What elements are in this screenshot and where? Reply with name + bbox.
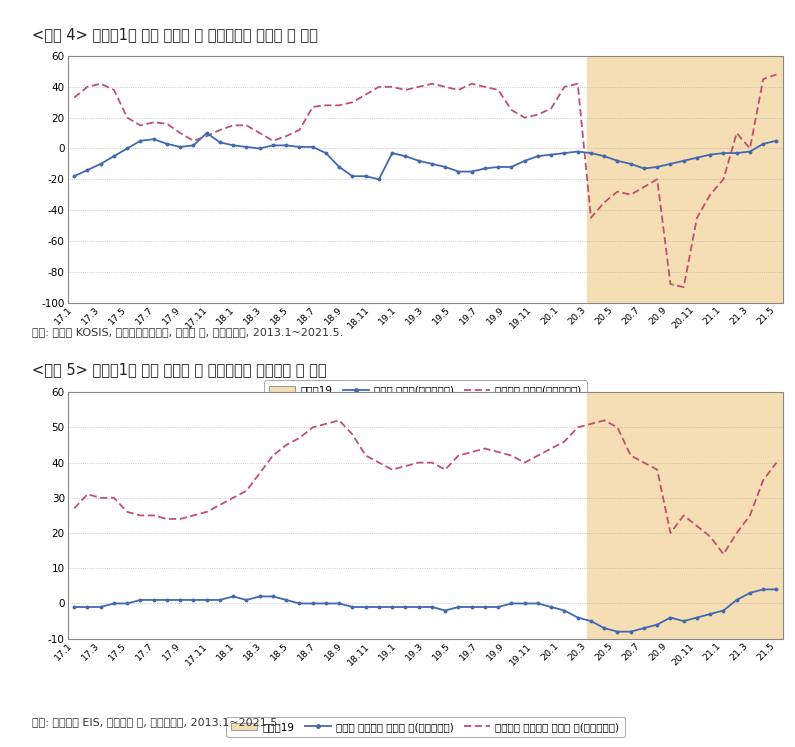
Text: 자료: 고용보험 EIS, 피보험자 수, 전년동월비, 2013.1~2021.5.: 자료: 고용보험 EIS, 피보험자 수, 전년동월비, 2013.1~2021… (32, 717, 281, 727)
Text: <그림 4> 코로놘1로 인한 제조업 및 서비스업의 취업자 수 변화: <그림 4> 코로놘1로 인한 제조업 및 서비스업의 취업자 수 변화 (32, 28, 318, 43)
Text: <그림 5> 코로놘1로 인한 제조업 및 서비스업의 피보험자 수 변화: <그림 5> 코로놘1로 인한 제조업 및 서비스업의 피보험자 수 변화 (32, 362, 327, 377)
Legend: 코로놘19, 제조업 취업자(전년동월비), 서비스업 취업자(전년동월비): 코로놘19, 제조업 취업자(전년동월비), 서비스업 취업자(전년동월비) (264, 380, 587, 401)
Bar (588, 392, 783, 639)
Legend: 코로놘19, 제조업 고용보험 가입자 수(전년동월비), 서비스업 고용보험 가입자 수(전년동월비): 코로놘19, 제조업 고용보험 가입자 수(전년동월비), 서비스업 고용보험 … (226, 716, 625, 737)
Bar (588, 56, 783, 303)
Text: 자료: 통계청 KOSIS, 경제활동인구조사, 취업자 수, 전년동월비, 2013.1~2021.5.: 자료: 통계청 KOSIS, 경제활동인구조사, 취업자 수, 전년동월비, 2… (32, 327, 343, 337)
